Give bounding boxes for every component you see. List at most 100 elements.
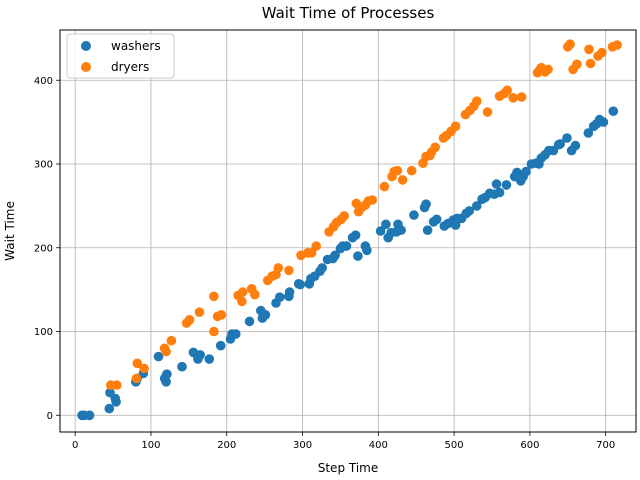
dryers-point (216, 310, 227, 320)
dryers-point (194, 307, 205, 318)
plot-frame (59, 29, 637, 433)
dryers-point (543, 64, 553, 75)
washers-point (491, 179, 502, 189)
dryers-point (161, 346, 171, 357)
washers-point (231, 329, 241, 339)
legend-frame (66, 33, 175, 79)
washers-point (583, 128, 594, 138)
dryers-point (166, 335, 177, 346)
x-tick-label: 0 (72, 440, 78, 451)
washers-point (84, 410, 95, 421)
y-tick-label: 400 (34, 76, 53, 87)
dryers-point (339, 211, 350, 221)
washers-point (562, 133, 572, 143)
washers-point (204, 354, 215, 364)
data-points (77, 39, 622, 421)
dryers-point (450, 121, 461, 132)
washers-point (521, 166, 531, 177)
dryers-point (209, 291, 219, 302)
x-tick-label: 700 (596, 440, 615, 451)
washers-point (464, 206, 475, 216)
dryers-point (430, 142, 441, 153)
y-axis-ticks: 0 100 200 300 400 (34, 76, 60, 422)
washers-point (570, 140, 581, 151)
x-tick-label: 500 (445, 440, 464, 451)
y-axis-label: Wait Time (3, 201, 17, 261)
dryers-point (311, 241, 322, 251)
washers-point (381, 219, 391, 230)
dryers-point (516, 92, 527, 102)
y-tick-label: 300 (34, 160, 53, 171)
x-tick-label: 300 (293, 440, 312, 451)
y-tick-label: 200 (34, 243, 53, 254)
washers-point (153, 351, 164, 362)
dryers-point (131, 373, 142, 384)
series-washers (77, 106, 619, 421)
washers-point (275, 292, 285, 303)
x-tick-label: 600 (520, 440, 539, 451)
washers-point (195, 350, 205, 360)
washers-point (598, 117, 609, 127)
washers-point (362, 245, 372, 256)
legend-marker-dryers (81, 62, 91, 72)
washers-point (555, 139, 565, 149)
y-tick-label: 100 (34, 327, 53, 338)
washers-point (244, 316, 255, 327)
dryers-point (482, 107, 493, 117)
washers-point (284, 287, 295, 297)
dryers-point (612, 40, 622, 50)
dryers-point (112, 380, 122, 390)
dryers-point (597, 47, 607, 58)
washers-point (431, 214, 442, 225)
dryers-point (250, 289, 260, 300)
washers-point (161, 377, 171, 387)
dryers-point (306, 248, 317, 258)
legend: washers dryers (66, 33, 175, 79)
washers-point (353, 251, 363, 261)
washers-point (111, 397, 121, 407)
dryers-point (184, 315, 195, 325)
washers-point (494, 187, 505, 198)
dryers-point (565, 39, 575, 49)
washers-point (162, 369, 172, 380)
washers-point (330, 250, 340, 261)
dryers-point (132, 358, 143, 369)
dryers-point (572, 59, 582, 70)
y-tick-label: 0 (47, 411, 53, 422)
washers-point (215, 340, 226, 351)
legend-label-dryers: dryers (111, 60, 149, 74)
dryers-point (367, 195, 378, 205)
dryers-point (584, 44, 594, 55)
dryers-point (472, 96, 482, 106)
x-axis-ticks: 0 100 200 300 400 500 600 700 (72, 432, 615, 451)
dryers-point (237, 287, 248, 297)
legend-label-washers: washers (111, 39, 161, 53)
plot-area (60, 30, 636, 432)
washers-point (341, 241, 352, 251)
x-tick-label: 200 (217, 440, 236, 451)
x-axis-label: Step Time (318, 461, 379, 475)
washers-point (260, 310, 271, 320)
washers-point (501, 180, 512, 190)
dryers-point (502, 85, 512, 96)
dryers-point (284, 265, 294, 276)
washers-point (396, 225, 406, 235)
series-dryers (106, 39, 622, 390)
dryers-point (139, 363, 149, 374)
dryers-point (379, 181, 390, 192)
washers-point (472, 201, 482, 211)
dryers-point (406, 165, 417, 176)
washers-point (317, 263, 328, 273)
x-tick-label: 400 (369, 440, 388, 451)
dryers-point (209, 326, 219, 337)
chart-title: Wait Time of Processes (262, 4, 435, 22)
washers-point (409, 210, 419, 220)
dryers-point (273, 263, 284, 273)
washers-point (177, 361, 187, 372)
dryers-point (397, 175, 408, 185)
dryers-point (392, 165, 403, 176)
legend-marker-washers (81, 41, 91, 51)
washers-point (295, 279, 306, 290)
dryers-point (508, 93, 518, 103)
